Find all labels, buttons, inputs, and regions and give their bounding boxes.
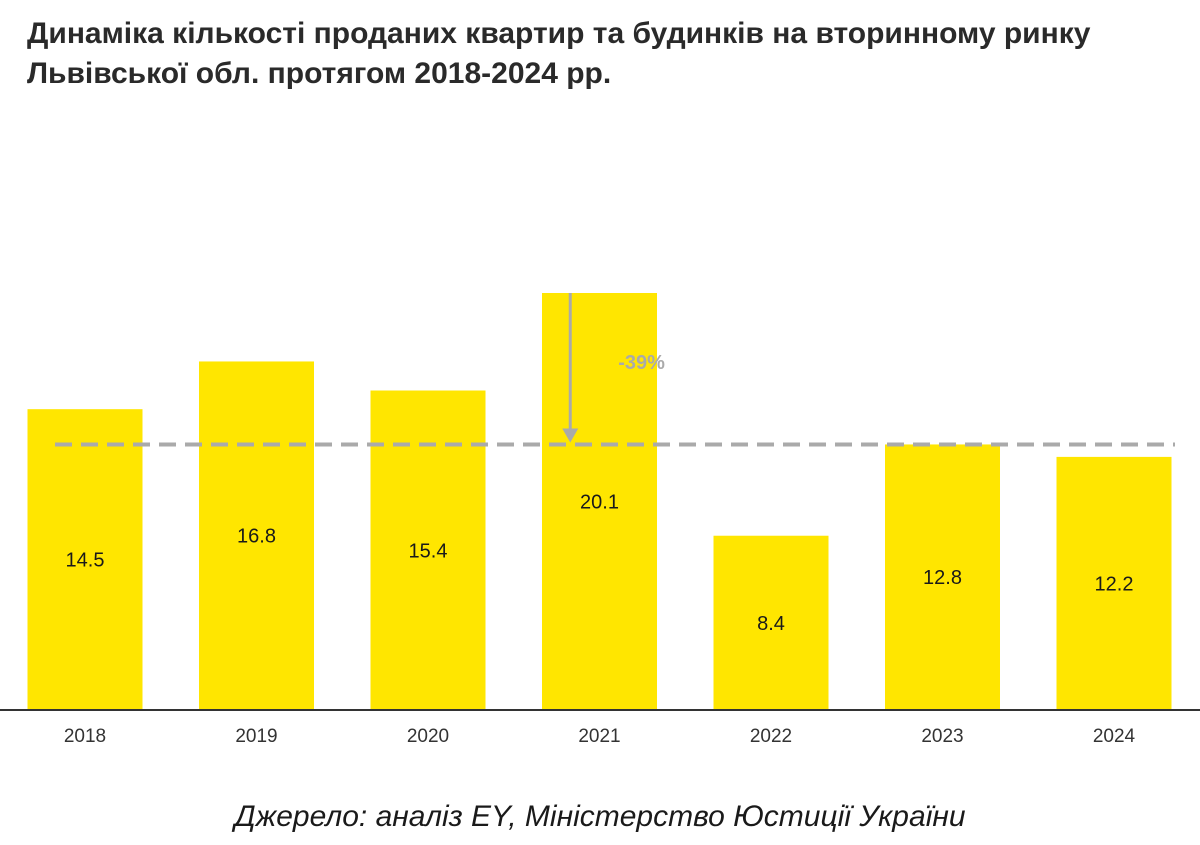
bar-2021	[542, 293, 657, 710]
bar-2024	[1056, 456, 1172, 710]
bar-2019	[199, 361, 314, 710]
source-note: Джерело: аналіз EY, Міністерство Юстиції…	[234, 800, 966, 833]
change-annotation-label: -39%	[618, 352, 665, 374]
x-tick-2020: 2020	[407, 726, 449, 747]
x-tick-2022: 2022	[750, 726, 792, 747]
bar-2018	[27, 409, 143, 710]
data-label-2024: 12.2	[1095, 573, 1134, 595]
chart-title-line-1: Динаміка кількості проданих квартир та б…	[27, 17, 1091, 50]
x-tick-2024: 2024	[1093, 726, 1136, 747]
bar-2022	[713, 535, 829, 710]
data-label-2021: 20.1	[580, 492, 619, 514]
data-label-2018: 14.5	[66, 550, 105, 572]
data-label-2022: 8.4	[757, 613, 785, 635]
change-arrow-head	[562, 428, 579, 443]
chart-title: Динаміка кількості проданих квартир та б…	[27, 14, 1187, 94]
x-tick-2023: 2023	[921, 726, 963, 747]
data-label-2019: 16.8	[237, 526, 276, 548]
data-label-2020: 15.4	[409, 540, 448, 562]
x-tick-2019: 2019	[235, 726, 277, 747]
bar-chart: -39% 14.5 2018 16.8 2019 15.4 2020 20.1 2021 8.4 2…	[0, 293, 1200, 747]
bar-2023	[885, 444, 1000, 710]
x-tick-2018: 2018	[64, 726, 106, 747]
data-label-2023: 12.8	[923, 567, 962, 589]
chart-title-line-2: Львівської обл. протягом 2018-2024 рр.	[27, 57, 612, 90]
x-tick-2021: 2021	[578, 726, 620, 747]
